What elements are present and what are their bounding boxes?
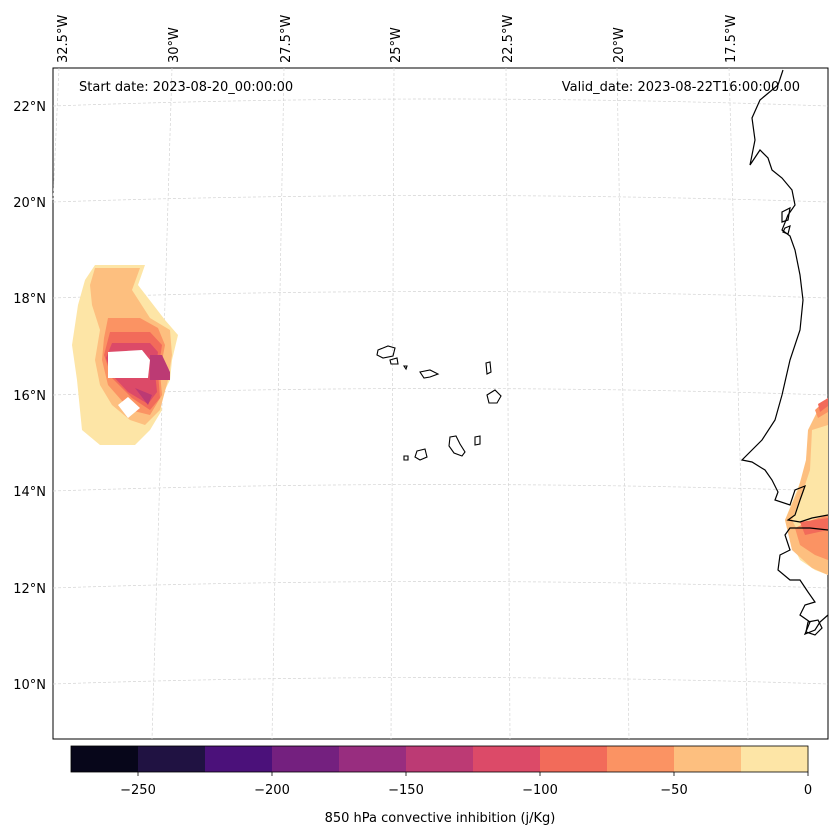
island-sao-vicente	[389, 357, 399, 365]
lat-label: 22°N	[13, 100, 46, 115]
valid-date-label: Valid_date: 2023-08-22T16:00:00.00	[562, 80, 800, 95]
lat-label: 14°N	[13, 485, 46, 500]
cin-field-west	[72, 265, 178, 445]
lon-label: 22.5°W	[501, 15, 516, 63]
island-santa-luzia	[402, 365, 408, 371]
lon-labels: 32.5°W 30°W 27.5°W 25°W 22.5°W 20°W 17.5…	[56, 15, 739, 63]
gridline-lon-225	[505, 67, 511, 740]
coast-island-2	[782, 225, 791, 235]
coast-island-1	[781, 206, 791, 223]
island-sal	[485, 361, 492, 375]
lon-label: 17.5°W	[724, 15, 739, 63]
colorbar-segment	[272, 746, 340, 772]
lon-label: 32.5°W	[56, 15, 71, 63]
africa-coastline	[740, 69, 829, 636]
island-boa-vista	[486, 389, 502, 404]
cape-verde-islands	[376, 345, 502, 461]
colorbar-ticks: −250 −200 −150 −100 −50 0	[120, 772, 812, 798]
gridline-lon-20	[616, 67, 630, 740]
lat-label: 18°N	[13, 292, 46, 307]
colorbar-tick-label: −250	[120, 783, 156, 798]
lon-label: 30°W	[167, 27, 182, 63]
gridline-lon-30	[151, 67, 173, 740]
cin-region-purple	[135, 355, 170, 405]
gridline-lat-14	[52, 484, 829, 492]
cin-hole-2	[118, 397, 140, 418]
lon-label: 25°W	[389, 27, 404, 63]
cin-field-east	[785, 398, 828, 575]
colorbar-tick-label: −150	[388, 783, 424, 798]
gridline-lat-18	[52, 291, 829, 299]
island-sao-nicolau	[419, 369, 440, 379]
colorbar-tick-label: 0	[804, 783, 812, 798]
colorbar-segment	[674, 746, 742, 772]
colorbar	[70, 745, 809, 773]
island-maio	[474, 435, 481, 446]
colorbar-title: 850 hPa convective inhibition (j/Kg)	[325, 811, 556, 826]
graticule	[52, 67, 829, 740]
coast-island-3	[805, 619, 823, 636]
lon-label: 20°W	[612, 27, 627, 63]
gridline-lon-275	[271, 67, 285, 740]
colorbar-segment	[540, 746, 608, 772]
colorbar-segment	[473, 746, 541, 772]
colorbar-tick-label: −100	[522, 783, 558, 798]
colorbar-segment	[607, 746, 675, 772]
colorbar-segment	[138, 746, 206, 772]
gridline-lon-25	[390, 67, 395, 740]
gridline-lat-22	[52, 98, 829, 107]
gridline-lat-12	[52, 581, 829, 589]
colorbar-segment	[71, 746, 139, 772]
lat-label: 16°N	[13, 389, 46, 404]
colorbar-tick-label: −50	[660, 783, 687, 798]
coastlines	[740, 69, 829, 636]
start-date-label: Start date: 2023-08-20_00:00:00	[79, 80, 293, 95]
lat-label: 12°N	[13, 582, 46, 597]
colorbar-segment	[741, 746, 809, 772]
lon-label: 27.5°W	[279, 15, 294, 63]
colorbar-tick-label: −200	[254, 783, 290, 798]
lat-labels: 22°N 20°N 18°N 16°N 14°N 12°N 10°N	[13, 100, 46, 693]
gridline-lon-175	[728, 67, 749, 740]
gridline-lat-10	[52, 677, 829, 685]
colorbar-segment	[205, 746, 273, 772]
island-brava	[403, 455, 409, 461]
map-frame	[52, 67, 829, 740]
lat-label: 10°N	[13, 678, 46, 693]
colorbar-frame	[70, 745, 809, 773]
island-fogo	[414, 448, 428, 461]
cin-region-east-light-orange	[785, 405, 828, 575]
cin-region-east-red	[800, 398, 828, 535]
gridline-lat-20	[52, 195, 829, 203]
island-santo-antao	[376, 345, 396, 359]
cin-hole-1	[108, 350, 150, 378]
colorbar-segment	[406, 746, 474, 772]
lat-label: 20°N	[13, 196, 46, 211]
colorbar-segment	[339, 746, 407, 772]
gridline-lon-325	[52, 67, 60, 201]
island-santiago	[448, 435, 466, 457]
